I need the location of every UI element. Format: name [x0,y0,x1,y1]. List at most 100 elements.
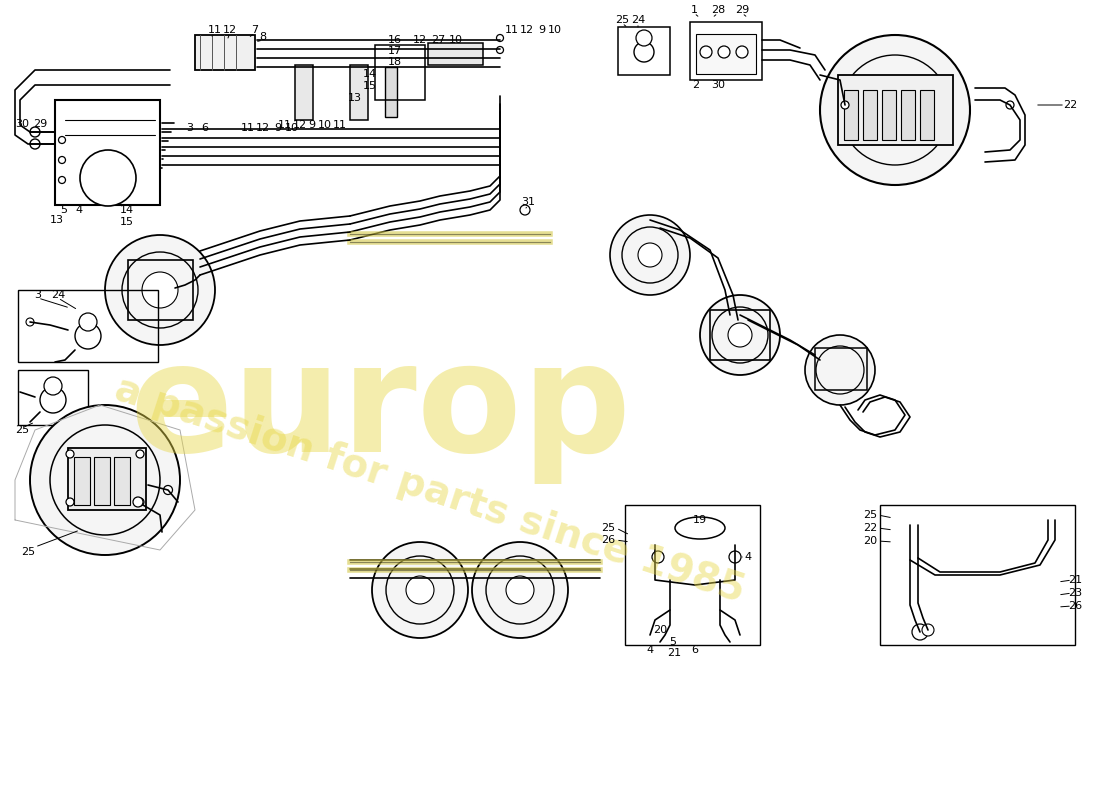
Text: 13: 13 [348,93,362,103]
Bar [18,370,88,425]
Circle shape [816,346,864,394]
Circle shape [621,227,678,283]
Bar [690,22,762,80]
Circle shape [728,323,752,347]
Circle shape [58,157,66,163]
Text: 29: 29 [33,119,47,129]
Bar [55,100,160,205]
Bar [815,348,867,390]
Bar [864,90,877,140]
Text: 12: 12 [256,123,271,133]
Text: 31: 31 [521,197,535,207]
Circle shape [638,243,662,267]
Text: a passion for parts since 1985: a passion for parts since 1985 [110,370,750,610]
Bar [295,65,313,120]
Text: 13: 13 [50,215,64,225]
Bar [920,90,934,140]
Text: 5: 5 [60,205,67,215]
Text: 15: 15 [120,217,134,227]
Bar [880,505,1075,645]
Circle shape [820,35,970,185]
Text: 30: 30 [711,80,725,90]
Circle shape [842,101,849,109]
Text: 17: 17 [388,46,403,56]
Circle shape [372,542,468,638]
Text: 11: 11 [208,25,222,35]
Text: 9: 9 [538,25,546,35]
Text: 12: 12 [293,120,307,130]
Circle shape [58,177,66,183]
Circle shape [922,624,934,636]
Text: 21: 21 [1068,575,1082,585]
Text: 20: 20 [653,625,667,635]
Circle shape [164,486,173,494]
Circle shape [1006,101,1014,109]
Circle shape [652,551,664,563]
Text: 14: 14 [120,205,134,215]
Circle shape [30,139,40,149]
Text: 16: 16 [388,35,401,45]
Circle shape [122,252,198,328]
Text: 18: 18 [388,57,403,67]
Text: 25: 25 [615,15,629,25]
Ellipse shape [675,517,725,539]
Text: 10: 10 [285,123,299,133]
Text: 9: 9 [308,120,316,130]
Text: europ: europ [129,335,631,485]
Circle shape [718,46,730,58]
Circle shape [496,34,504,42]
Text: 4: 4 [745,552,751,562]
Text: 6: 6 [692,645,698,655]
Text: 9: 9 [274,123,282,133]
Text: 14: 14 [363,69,377,79]
Text: 6: 6 [201,123,209,133]
Text: 24: 24 [631,15,645,25]
Text: 28: 28 [711,5,725,15]
Bar [428,43,483,65]
Text: 7: 7 [252,25,258,35]
Text: 15: 15 [363,81,377,91]
Circle shape [406,576,434,604]
Circle shape [805,335,874,405]
Bar [901,90,915,140]
Text: 29: 29 [735,5,749,15]
Text: 12: 12 [223,25,238,35]
Circle shape [30,127,40,137]
Text: 25: 25 [21,547,35,557]
Text: 12: 12 [412,35,427,45]
Text: 11: 11 [241,123,255,133]
Text: 5: 5 [670,637,676,647]
Circle shape [472,542,568,638]
Circle shape [136,498,144,506]
Bar [710,310,770,360]
Circle shape [610,215,690,295]
Circle shape [712,307,768,363]
Circle shape [75,323,101,349]
Text: 3: 3 [187,123,194,133]
Circle shape [865,80,925,140]
Text: 3: 3 [34,290,42,300]
Circle shape [80,455,130,505]
Circle shape [44,377,62,395]
Bar [618,27,670,75]
Circle shape [520,205,530,215]
Circle shape [912,624,928,640]
Circle shape [79,313,97,331]
Circle shape [40,387,66,413]
Circle shape [26,318,34,326]
Text: 20: 20 [862,536,877,546]
Bar [128,260,192,320]
Bar [696,34,756,74]
Text: 10: 10 [449,35,463,45]
Text: 11: 11 [505,25,519,35]
Circle shape [636,30,652,46]
Circle shape [700,46,712,58]
Bar [74,457,90,505]
Text: 30: 30 [15,119,29,129]
Bar [385,67,397,117]
Bar [94,457,110,505]
Bar [18,290,158,362]
Text: 12: 12 [520,25,535,35]
Text: 4: 4 [75,205,82,215]
Text: 2: 2 [692,80,700,90]
